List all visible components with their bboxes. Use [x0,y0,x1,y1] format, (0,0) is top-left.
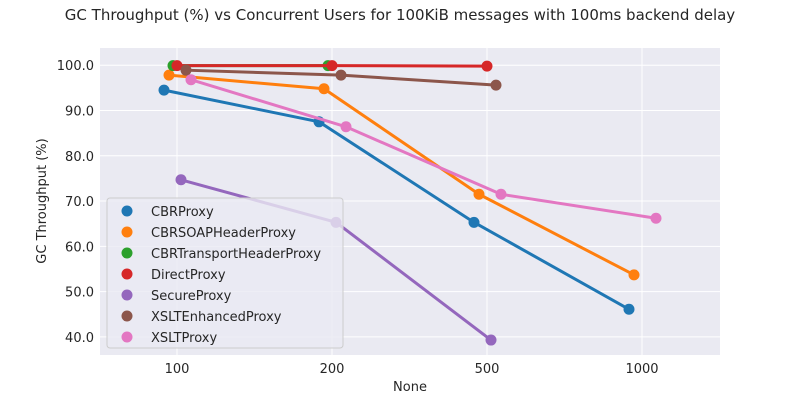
data-point [485,334,497,346]
y-tick-labels: 40.0 50.0 60.0 70.0 80.0 90.0 100.0 [57,59,94,346]
data-point [158,84,170,96]
x-tick-label: 1000 [625,362,658,377]
legend-marker [121,310,133,322]
legend: CBRProxy CBRSOAPHeaderProxy CBRTransportHe… [106,197,344,349]
data-point [623,303,635,315]
legend-entry: CBRProxy [151,205,214,220]
series-XSLTEnhancedProxy [180,64,502,91]
series-XSLTProxy [185,74,662,224]
series-line [162,88,631,311]
x-axis-label: None [393,380,427,395]
legend-marker [121,268,133,280]
y-tick-label: 100.0 [57,59,94,74]
data-point [481,60,493,72]
data-point [163,69,175,81]
data-point [490,79,502,91]
series-line [167,73,636,277]
legend-entry: XSLTProxy [151,331,217,346]
series-CBRSOAPHeaderProxy [163,69,640,281]
data-point [180,64,192,76]
y-tick-label: 40.0 [65,331,94,346]
legend-entry: XSLTEnhancedProxy [151,310,282,325]
x-tick-label: 200 [320,362,345,377]
legend-marker [121,331,133,343]
y-tick-label: 50.0 [65,286,94,301]
y-axis-label: GC Throughput (%) [35,138,50,263]
data-point [628,269,640,281]
data-point [185,74,197,86]
y-tick-label: 80.0 [65,150,94,165]
y-tick-label: 70.0 [65,195,94,210]
legend-entry: DirectProxy [151,268,226,283]
legend-entry: SecureProxy [151,289,232,304]
legend-entry: CBRTransportHeaderProxy [151,247,321,262]
legend-marker [121,205,133,217]
data-point [473,188,485,200]
y-tick-label: 60.0 [65,240,94,255]
legend-marker [121,289,133,301]
x-tick-label: 500 [475,362,500,377]
data-point [495,188,507,200]
data-point [650,212,662,224]
data-point [335,69,347,81]
y-tick-label: 90.0 [65,104,94,119]
data-point [175,174,187,186]
chart-title: GC Throughput (%) vs Concurrent Users fo… [65,6,736,24]
legend-box [106,197,344,349]
series-DirectProxy [171,60,493,72]
data-point [318,83,330,95]
series-line [189,78,658,220]
x-tick-label: 100 [165,362,190,377]
legend-entry: CBRSOAPHeaderProxy [151,226,296,241]
data-point [468,216,480,228]
x-tick-labels: 100 200 500 1000 [165,362,659,377]
data-point [326,60,338,72]
legend-marker [121,226,133,238]
data-point [340,121,352,133]
legend-marker [121,247,133,259]
data-point [171,60,183,72]
